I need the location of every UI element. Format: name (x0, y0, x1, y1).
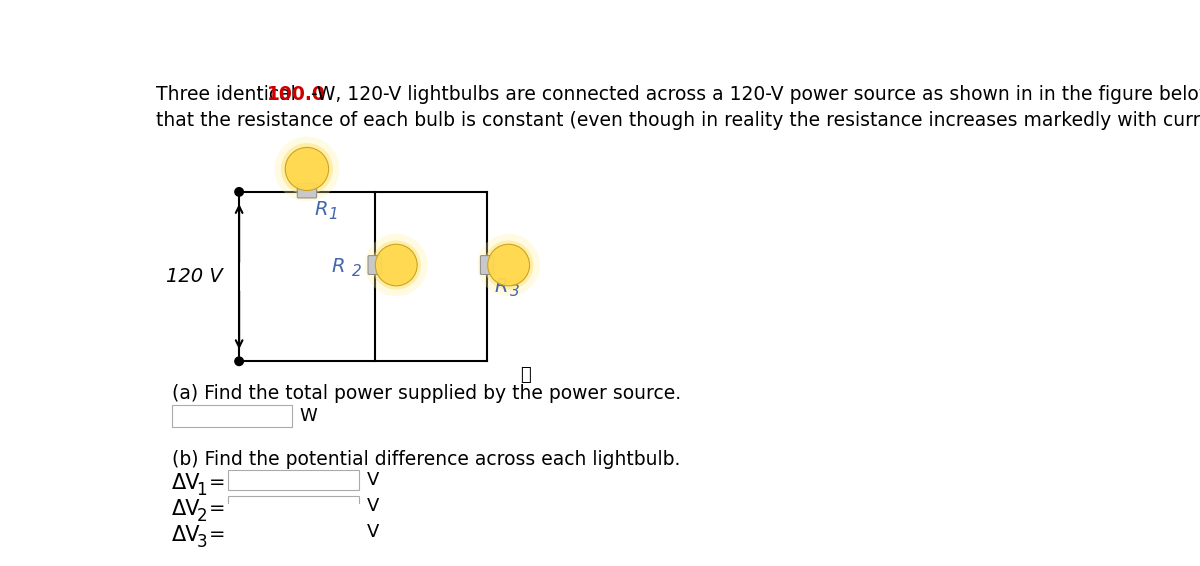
Circle shape (376, 245, 418, 286)
Text: V: V (367, 471, 379, 489)
Circle shape (235, 357, 244, 366)
Bar (228, 522, 359, 542)
Circle shape (484, 241, 533, 290)
Text: ΔV: ΔV (172, 473, 200, 493)
Circle shape (235, 188, 244, 196)
Text: (a) Find the total power supplied by the power source.: (a) Find the total power supplied by the… (172, 384, 680, 404)
Circle shape (478, 234, 540, 296)
Circle shape (372, 241, 421, 290)
Text: that the resistance of each bulb is constant (even though in reality the resista: that the resistance of each bulb is cons… (156, 111, 1200, 130)
Text: ΔV: ΔV (172, 499, 200, 519)
Bar (228, 496, 359, 516)
Text: 3: 3 (197, 533, 208, 551)
Text: =: = (209, 525, 226, 544)
FancyBboxPatch shape (368, 256, 382, 275)
Text: Three identical: Three identical (156, 85, 302, 104)
Text: 2: 2 (352, 264, 361, 278)
FancyBboxPatch shape (480, 256, 494, 275)
Text: R: R (494, 277, 509, 295)
Circle shape (281, 143, 332, 195)
Text: R: R (314, 200, 328, 218)
Text: 1: 1 (197, 481, 208, 499)
Text: R: R (331, 258, 346, 276)
Bar (172, 405, 292, 427)
FancyBboxPatch shape (298, 183, 317, 198)
Text: ΔV: ΔV (172, 525, 200, 545)
Text: =: = (209, 473, 226, 492)
Text: 2: 2 (197, 507, 208, 525)
Circle shape (487, 245, 529, 286)
Circle shape (275, 136, 340, 201)
Text: V: V (367, 497, 379, 515)
Text: 3: 3 (510, 284, 520, 299)
Text: 100.0: 100.0 (266, 85, 325, 104)
Text: -W, 120-V lightbulbs are connected across a 120-V power source as shown in in th: -W, 120-V lightbulbs are connected acros… (311, 85, 1200, 104)
Text: W: W (300, 407, 317, 425)
Text: V: V (367, 523, 379, 541)
Text: =: = (209, 499, 226, 518)
Bar (228, 470, 359, 490)
Text: (b) Find the potential difference across each lightbulb.: (b) Find the potential difference across… (172, 450, 680, 469)
Text: 120 V: 120 V (166, 267, 222, 286)
Text: ⓘ: ⓘ (521, 366, 532, 384)
Text: 1: 1 (328, 207, 337, 222)
Circle shape (286, 147, 329, 191)
Circle shape (365, 234, 427, 296)
